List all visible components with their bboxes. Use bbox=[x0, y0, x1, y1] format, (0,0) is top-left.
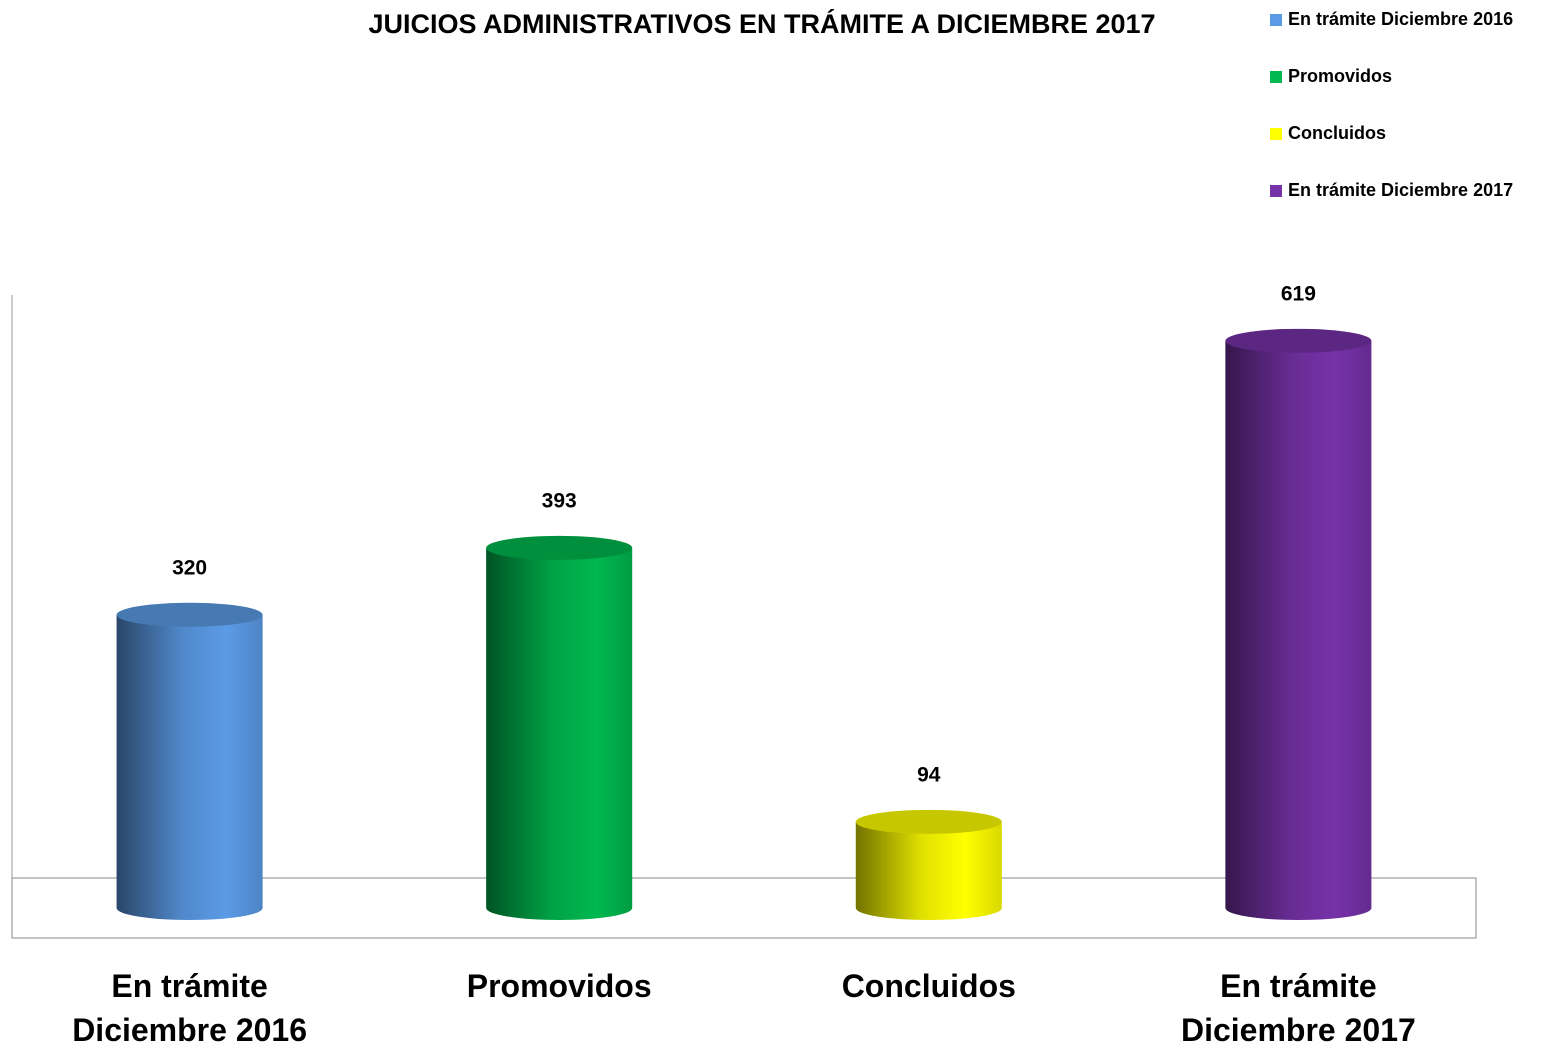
value-label: 619 bbox=[1281, 282, 1316, 305]
x-tick-label: En trámite Diciembre 2016 bbox=[72, 968, 307, 1046]
legend-swatch bbox=[1270, 128, 1282, 140]
bar-top-shade bbox=[486, 535, 633, 560]
legend-swatch bbox=[1270, 71, 1282, 83]
bar bbox=[486, 535, 633, 921]
bar-shade bbox=[1225, 340, 1372, 921]
x-tick-label: En trámite Diciembre 2017 bbox=[1180, 968, 1416, 1046]
legend-label: Promovidos bbox=[1288, 66, 1392, 86]
bar-top bbox=[486, 535, 633, 560]
bar-top-shade bbox=[116, 602, 263, 627]
legend-swatch bbox=[1270, 185, 1282, 197]
bar-top bbox=[855, 809, 1002, 834]
bar bbox=[116, 602, 263, 921]
bar-shade bbox=[855, 821, 1002, 921]
bar-top-shade bbox=[1225, 328, 1372, 353]
bar-shade bbox=[486, 547, 633, 921]
value-label: 320 bbox=[172, 556, 207, 579]
x-tick-label: Concluidos bbox=[841, 968, 1016, 1004]
bar-top-shade bbox=[855, 809, 1002, 834]
bar bbox=[1225, 328, 1372, 921]
x-tick-label: Promovidos bbox=[466, 968, 652, 1004]
value-label: 393 bbox=[542, 489, 577, 512]
legend-label: En trámite Diciembre 2017 bbox=[1288, 180, 1513, 200]
bar-top bbox=[1225, 328, 1372, 353]
legend-label: En trámite Diciembre 2016 bbox=[1288, 9, 1513, 29]
legend-label: Concluidos bbox=[1288, 123, 1386, 143]
legend-swatch bbox=[1270, 14, 1282, 26]
value-label: 94 bbox=[917, 763, 941, 786]
bar-shade bbox=[116, 614, 263, 921]
bar-top bbox=[116, 602, 263, 627]
bar bbox=[855, 809, 1002, 921]
chart-title: JUICIOS ADMINISTRATIVOS EN TRÁMITE A DIC… bbox=[368, 8, 1155, 39]
